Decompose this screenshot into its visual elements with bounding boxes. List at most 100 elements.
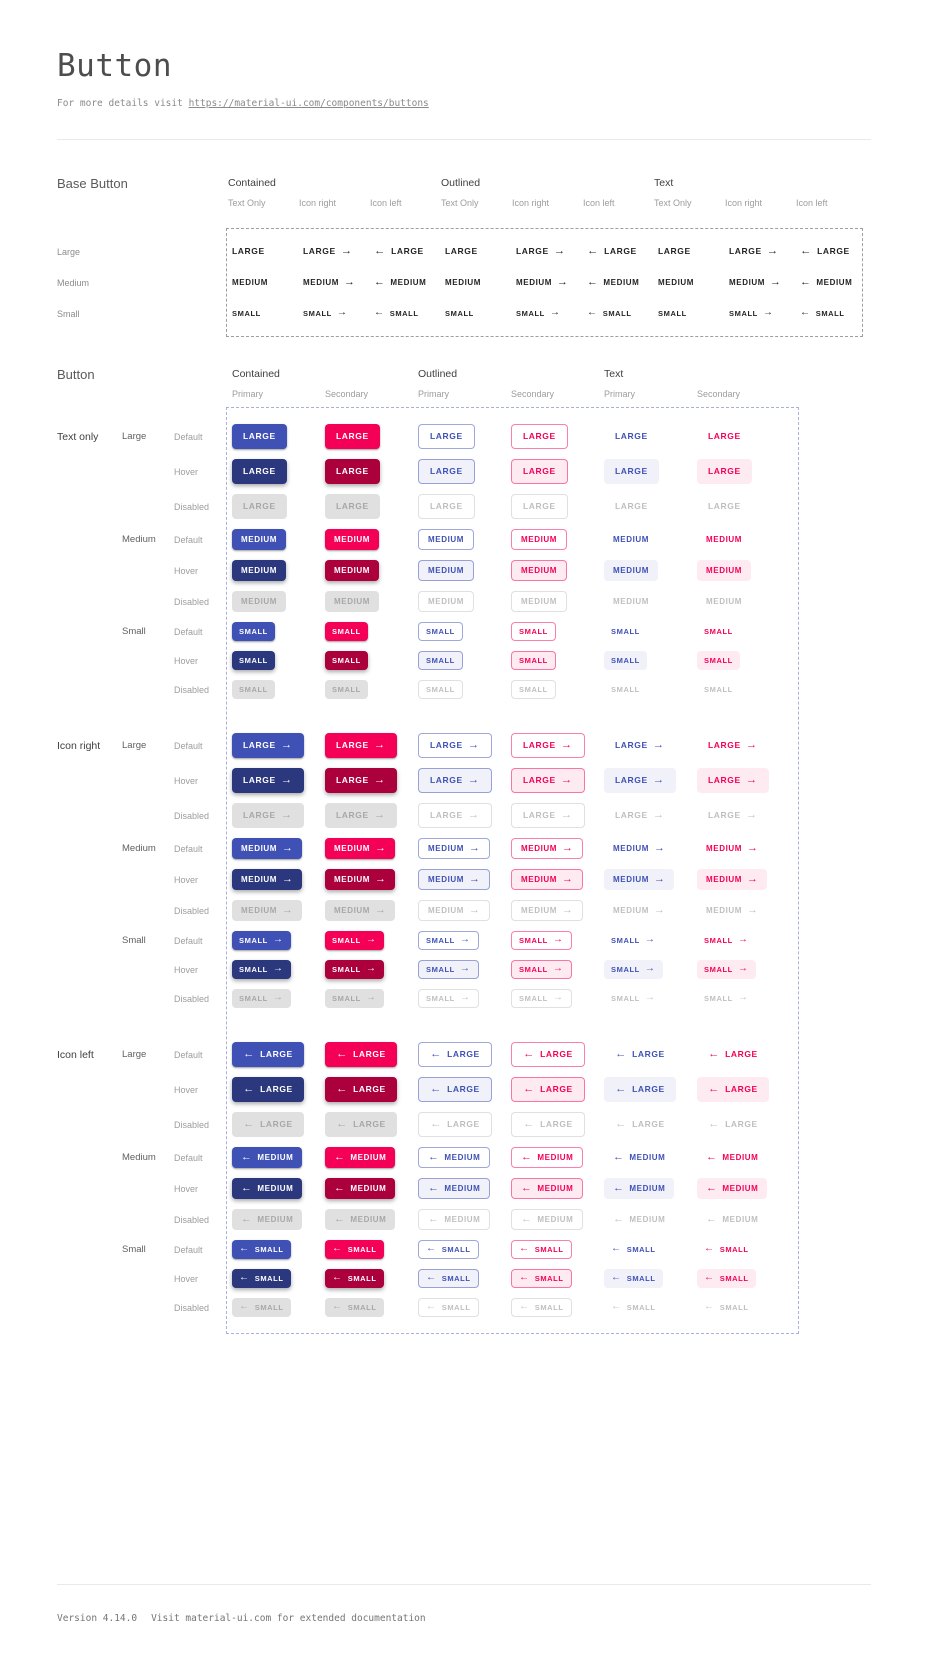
text-primary-small-default-button[interactable]: ← SMALL: [604, 1240, 663, 1259]
outlined-primary-large-disabled-button[interactable]: ← LARGE: [418, 1111, 492, 1138]
contained-primary-large-default-button[interactable]: LARGE →: [232, 732, 304, 759]
contained-primary-large-disabled-button[interactable]: LARGE →: [232, 802, 304, 829]
text-primary-medium-default-button[interactable]: MEDIUM: [604, 529, 658, 550]
text-secondary-large-disabled-button[interactable]: LARGE: [697, 494, 752, 519]
contained-primary-medium-default-button[interactable]: ← MEDIUM: [232, 1146, 303, 1169]
text-secondary-medium-default-button[interactable]: ← MEDIUM: [697, 1147, 767, 1169]
base-icon-right-large-button[interactable]: LARGE →: [725, 240, 783, 263]
text-secondary-small-default-button[interactable]: SMALL: [697, 622, 740, 641]
outlined-primary-small-disabled-button[interactable]: ← SMALL: [418, 1297, 479, 1318]
base-text-only-medium-button[interactable]: MEDIUM: [228, 273, 272, 293]
outlined-primary-small-disabled-button[interactable]: SMALL →: [418, 988, 479, 1009]
text-secondary-small-hover-button[interactable]: SMALL: [697, 651, 740, 670]
contained-secondary-large-disabled-button[interactable]: ← LARGE: [325, 1111, 397, 1138]
text-secondary-medium-disabled-button[interactable]: ← MEDIUM: [697, 1209, 767, 1231]
base-text-only-small-button[interactable]: SMALL: [441, 305, 478, 322]
text-primary-large-disabled-button[interactable]: ← LARGE: [604, 1112, 676, 1137]
contained-secondary-small-disabled-button[interactable]: SMALL →: [325, 988, 384, 1009]
base-text-only-large-button[interactable]: LARGE: [441, 240, 482, 263]
outlined-secondary-small-default-button[interactable]: ← SMALL: [511, 1239, 572, 1260]
contained-primary-small-disabled-button[interactable]: SMALL: [232, 680, 275, 699]
text-secondary-medium-disabled-button[interactable]: MEDIUM →: [697, 900, 767, 922]
docs-link[interactable]: https://material-ui.com/components/butto…: [188, 98, 429, 109]
contained-primary-medium-disabled-button[interactable]: MEDIUM →: [232, 899, 303, 922]
outlined-secondary-large-default-button[interactable]: LARGE: [511, 424, 568, 449]
outlined-secondary-medium-default-button[interactable]: MEDIUM: [511, 529, 568, 550]
text-primary-large-hover-button[interactable]: ← LARGE: [604, 1076, 676, 1103]
base-icon-right-medium-button[interactable]: MEDIUM →: [725, 273, 785, 293]
outlined-primary-medium-default-button[interactable]: ← MEDIUM: [418, 1146, 491, 1169]
contained-primary-small-default-button[interactable]: SMALL →: [232, 930, 291, 951]
contained-secondary-small-hover-button[interactable]: ← SMALL: [325, 1268, 384, 1289]
base-text-only-large-button[interactable]: LARGE: [654, 240, 695, 263]
text-primary-small-default-button[interactable]: SMALL: [604, 622, 647, 641]
contained-primary-medium-disabled-button[interactable]: MEDIUM: [232, 591, 287, 612]
contained-primary-small-default-button[interactable]: ← SMALL: [232, 1239, 291, 1260]
contained-primary-large-hover-button[interactable]: ← LARGE: [232, 1076, 304, 1103]
outlined-primary-small-hover-button[interactable]: ← SMALL: [418, 1268, 479, 1289]
text-secondary-large-hover-button[interactable]: ← LARGE: [697, 1076, 769, 1103]
outlined-primary-large-hover-button[interactable]: ← LARGE: [418, 1076, 492, 1103]
outlined-primary-small-default-button[interactable]: SMALL →: [418, 930, 479, 951]
contained-secondary-medium-hover-button[interactable]: MEDIUM: [325, 560, 380, 581]
outlined-secondary-medium-disabled-button[interactable]: ← MEDIUM: [511, 1208, 584, 1231]
outlined-primary-medium-default-button[interactable]: MEDIUM →: [418, 837, 491, 860]
outlined-primary-medium-hover-button[interactable]: ← MEDIUM: [418, 1177, 491, 1200]
text-secondary-large-default-button[interactable]: LARGE: [697, 424, 752, 449]
text-primary-medium-disabled-button[interactable]: ← MEDIUM: [604, 1209, 674, 1231]
text-secondary-medium-default-button[interactable]: MEDIUM →: [697, 838, 767, 860]
text-secondary-large-hover-button[interactable]: LARGE →: [697, 767, 769, 794]
text-secondary-small-disabled-button[interactable]: SMALL →: [697, 989, 756, 1008]
outlined-primary-medium-disabled-button[interactable]: ← MEDIUM: [418, 1208, 491, 1231]
contained-primary-small-default-button[interactable]: SMALL: [232, 622, 275, 641]
base-icon-right-small-button[interactable]: SMALL →: [725, 305, 778, 322]
contained-secondary-small-hover-button[interactable]: SMALL: [325, 651, 368, 670]
outlined-primary-small-hover-button[interactable]: SMALL →: [418, 959, 479, 980]
text-secondary-small-hover-button[interactable]: ← SMALL: [697, 1268, 756, 1289]
base-icon-right-small-button[interactable]: SMALL →: [299, 305, 352, 322]
contained-secondary-large-disabled-button[interactable]: LARGE: [325, 494, 380, 519]
text-primary-large-default-button[interactable]: ← LARGE: [604, 1042, 676, 1067]
text-primary-large-default-button[interactable]: LARGE →: [604, 733, 676, 758]
text-secondary-large-default-button[interactable]: ← LARGE: [697, 1042, 769, 1067]
base-text-only-small-button[interactable]: SMALL: [228, 305, 265, 322]
outlined-secondary-medium-hover-button[interactable]: ← MEDIUM: [511, 1177, 584, 1200]
text-secondary-large-hover-button[interactable]: LARGE: [697, 459, 752, 484]
text-secondary-medium-disabled-button[interactable]: MEDIUM: [697, 591, 751, 612]
outlined-secondary-medium-disabled-button[interactable]: MEDIUM →: [511, 899, 584, 922]
contained-secondary-small-hover-button[interactable]: SMALL →: [325, 959, 384, 980]
contained-secondary-large-default-button[interactable]: LARGE: [325, 424, 380, 449]
base-icon-right-small-button[interactable]: SMALL →: [512, 305, 565, 322]
outlined-primary-small-disabled-button[interactable]: SMALL: [418, 680, 463, 699]
contained-secondary-large-default-button[interactable]: ← LARGE: [325, 1041, 397, 1068]
contained-secondary-medium-default-button[interactable]: ← MEDIUM: [325, 1146, 396, 1169]
text-primary-medium-disabled-button[interactable]: MEDIUM →: [604, 900, 674, 922]
contained-primary-small-hover-button[interactable]: SMALL: [232, 651, 275, 670]
text-primary-small-disabled-button[interactable]: ← SMALL: [604, 1298, 663, 1317]
outlined-secondary-small-default-button[interactable]: SMALL →: [511, 930, 572, 951]
contained-primary-medium-default-button[interactable]: MEDIUM: [232, 529, 287, 550]
text-secondary-medium-hover-button[interactable]: ← MEDIUM: [697, 1177, 768, 1200]
contained-secondary-medium-hover-button[interactable]: MEDIUM →: [325, 868, 396, 891]
outlined-secondary-medium-default-button[interactable]: ← MEDIUM: [511, 1146, 584, 1169]
text-secondary-large-disabled-button[interactable]: LARGE →: [697, 803, 769, 828]
text-primary-medium-default-button[interactable]: ← MEDIUM: [604, 1147, 674, 1169]
text-secondary-medium-default-button[interactable]: MEDIUM: [697, 529, 751, 550]
outlined-secondary-large-default-button[interactable]: ← LARGE: [511, 1041, 585, 1068]
contained-secondary-small-disabled-button[interactable]: SMALL: [325, 680, 368, 699]
base-icon-left-large-button[interactable]: ← LARGE: [583, 240, 641, 263]
text-secondary-large-disabled-button[interactable]: ← LARGE: [697, 1112, 769, 1137]
text-secondary-small-default-button[interactable]: SMALL →: [697, 931, 756, 950]
base-icon-left-medium-button[interactable]: ← MEDIUM: [370, 273, 430, 293]
text-primary-medium-default-button[interactable]: MEDIUM →: [604, 838, 674, 860]
outlined-primary-large-disabled-button[interactable]: LARGE: [418, 494, 475, 519]
outlined-primary-large-default-button[interactable]: LARGE: [418, 424, 475, 449]
base-icon-left-large-button[interactable]: ← LARGE: [796, 240, 854, 263]
text-primary-small-disabled-button[interactable]: SMALL: [604, 680, 647, 699]
text-primary-medium-hover-button[interactable]: ← MEDIUM: [604, 1177, 675, 1200]
contained-secondary-small-default-button[interactable]: SMALL: [325, 622, 368, 641]
outlined-secondary-large-hover-button[interactable]: LARGE: [511, 459, 568, 484]
outlined-secondary-small-default-button[interactable]: SMALL: [511, 622, 556, 641]
outlined-secondary-small-hover-button[interactable]: ← SMALL: [511, 1268, 572, 1289]
text-secondary-small-disabled-button[interactable]: ← SMALL: [697, 1298, 756, 1317]
